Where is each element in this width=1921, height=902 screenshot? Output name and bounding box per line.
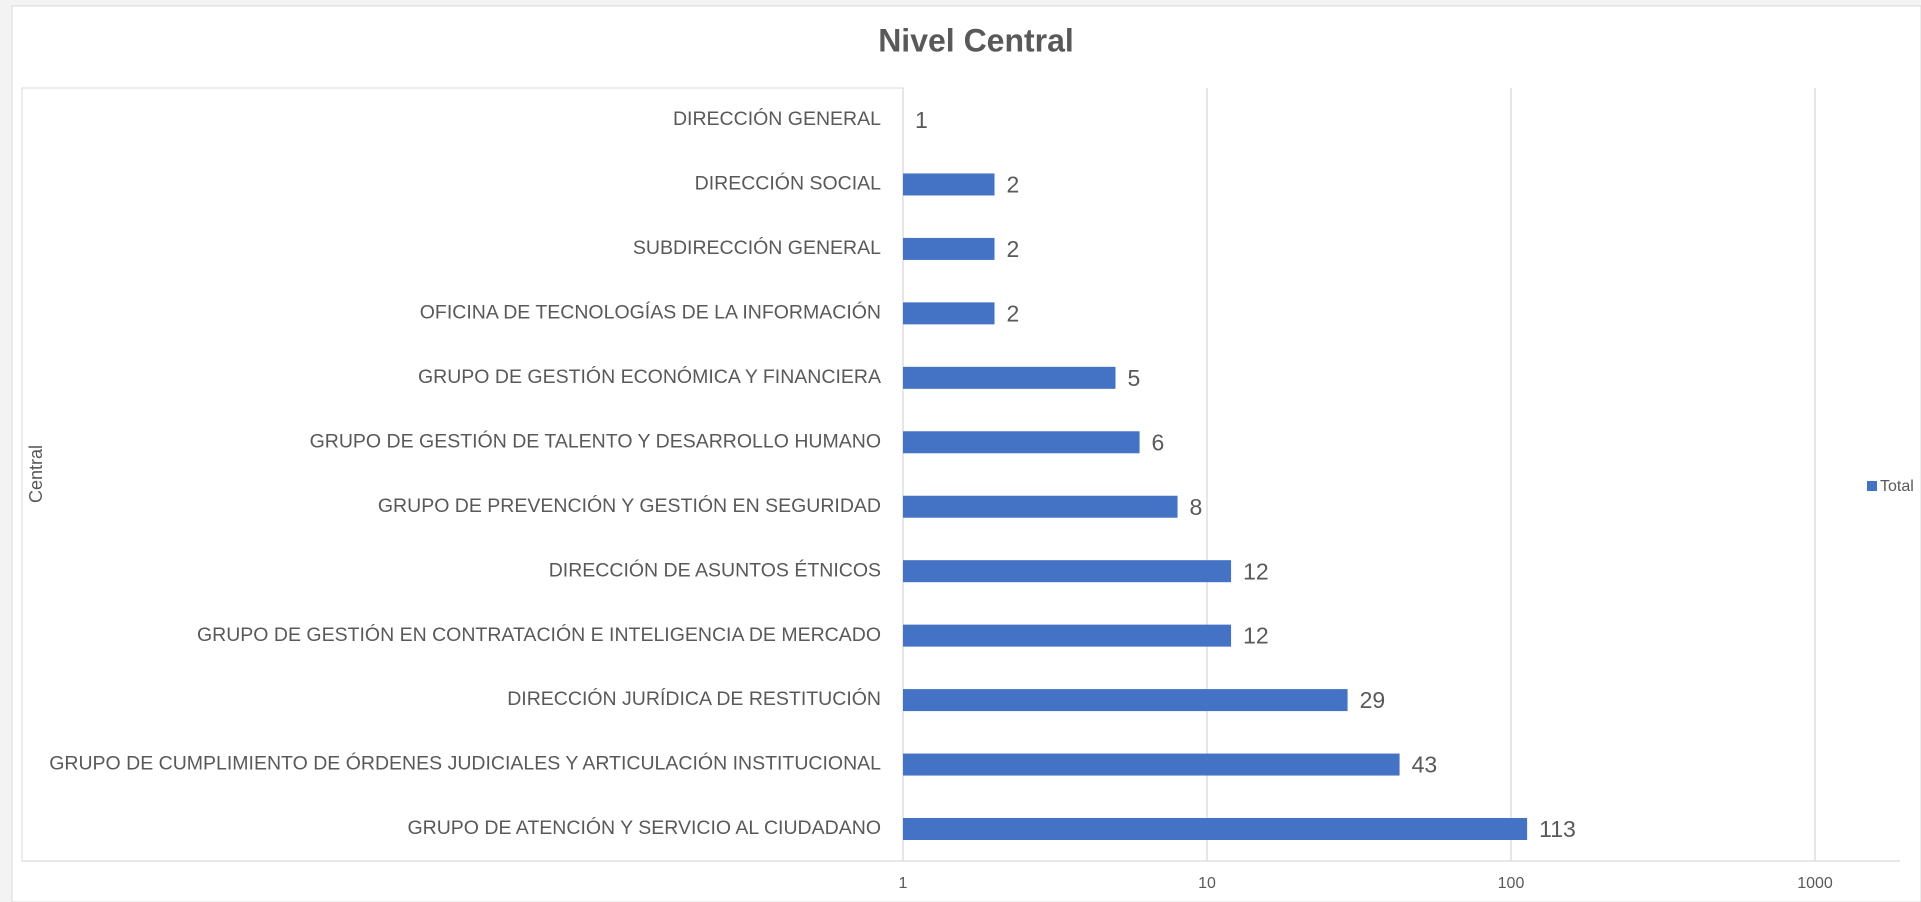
y-tick-label: GRUPO DE GESTIÓN DE TALENTO Y DESARROLLO… [310,429,881,452]
bar [903,495,1178,518]
value-label: 2 [1007,300,1020,326]
value-label: 1 [915,107,928,133]
bar [903,173,995,196]
bar [903,689,1348,712]
value-label: 113 [1539,816,1576,842]
value-label: 6 [1152,429,1165,455]
bar [903,302,995,325]
x-tick-label: 100 [1498,875,1525,892]
value-label: 2 [1007,172,1020,198]
y-tick-label: GRUPO DE PREVENCIÓN Y GESTIÓN EN SEGURID… [378,494,881,517]
value-label: 8 [1190,494,1203,520]
y-tick-label: GRUPO DE ATENCIÓN Y SERVICIO AL CIUDADAN… [407,816,881,839]
chart-area [11,5,1921,902]
bar [903,624,1232,647]
value-label: 2 [1007,236,1020,262]
bar [903,237,995,260]
y-tick-label: SUBDIRECCIÓN GENERAL [633,236,881,259]
x-tick-label: 1 [899,875,908,892]
y-tick-label: OFICINA DE TECNOLOGÍAS DE LA INFORMACIÓN [420,301,881,324]
value-label: 43 [1412,752,1438,778]
y-tick-label: DIRECCIÓN SOCIAL [695,172,882,195]
y-tick-label: GRUPO DE GESTIÓN EN CONTRATACIÓN E INTEL… [197,623,881,646]
y-tick-label: DIRECCIÓN DE ASUNTOS ÉTNICOS [549,558,881,581]
y-tick-label: DIRECCIÓN JURÍDICA DE RESTITUCIÓN [507,687,881,710]
value-label: 12 [1243,623,1269,649]
x-tick-label: 10 [1198,875,1216,892]
value-label: 5 [1127,365,1140,391]
value-label: 12 [1243,558,1269,584]
legend-label: Total [1880,478,1914,495]
legend-swatch [1867,481,1877,491]
y-axis-title: Central [26,445,46,503]
bar [903,560,1232,583]
y-tick-label: GRUPO DE CUMPLIMIENTO DE ÓRDENES JUDICIA… [49,752,881,775]
value-label: 29 [1360,687,1386,713]
y-tick-label: GRUPO DE GESTIÓN ECONÓMICA Y FINANCIERA [418,365,881,388]
bar [903,366,1116,389]
chart-title: Nivel Central [878,22,1074,58]
bar [903,431,1140,454]
y-tick-label: DIRECCIÓN GENERAL [673,107,881,130]
bar [903,818,1528,840]
bar [903,753,1400,776]
x-tick-label: 1000 [1797,875,1833,892]
